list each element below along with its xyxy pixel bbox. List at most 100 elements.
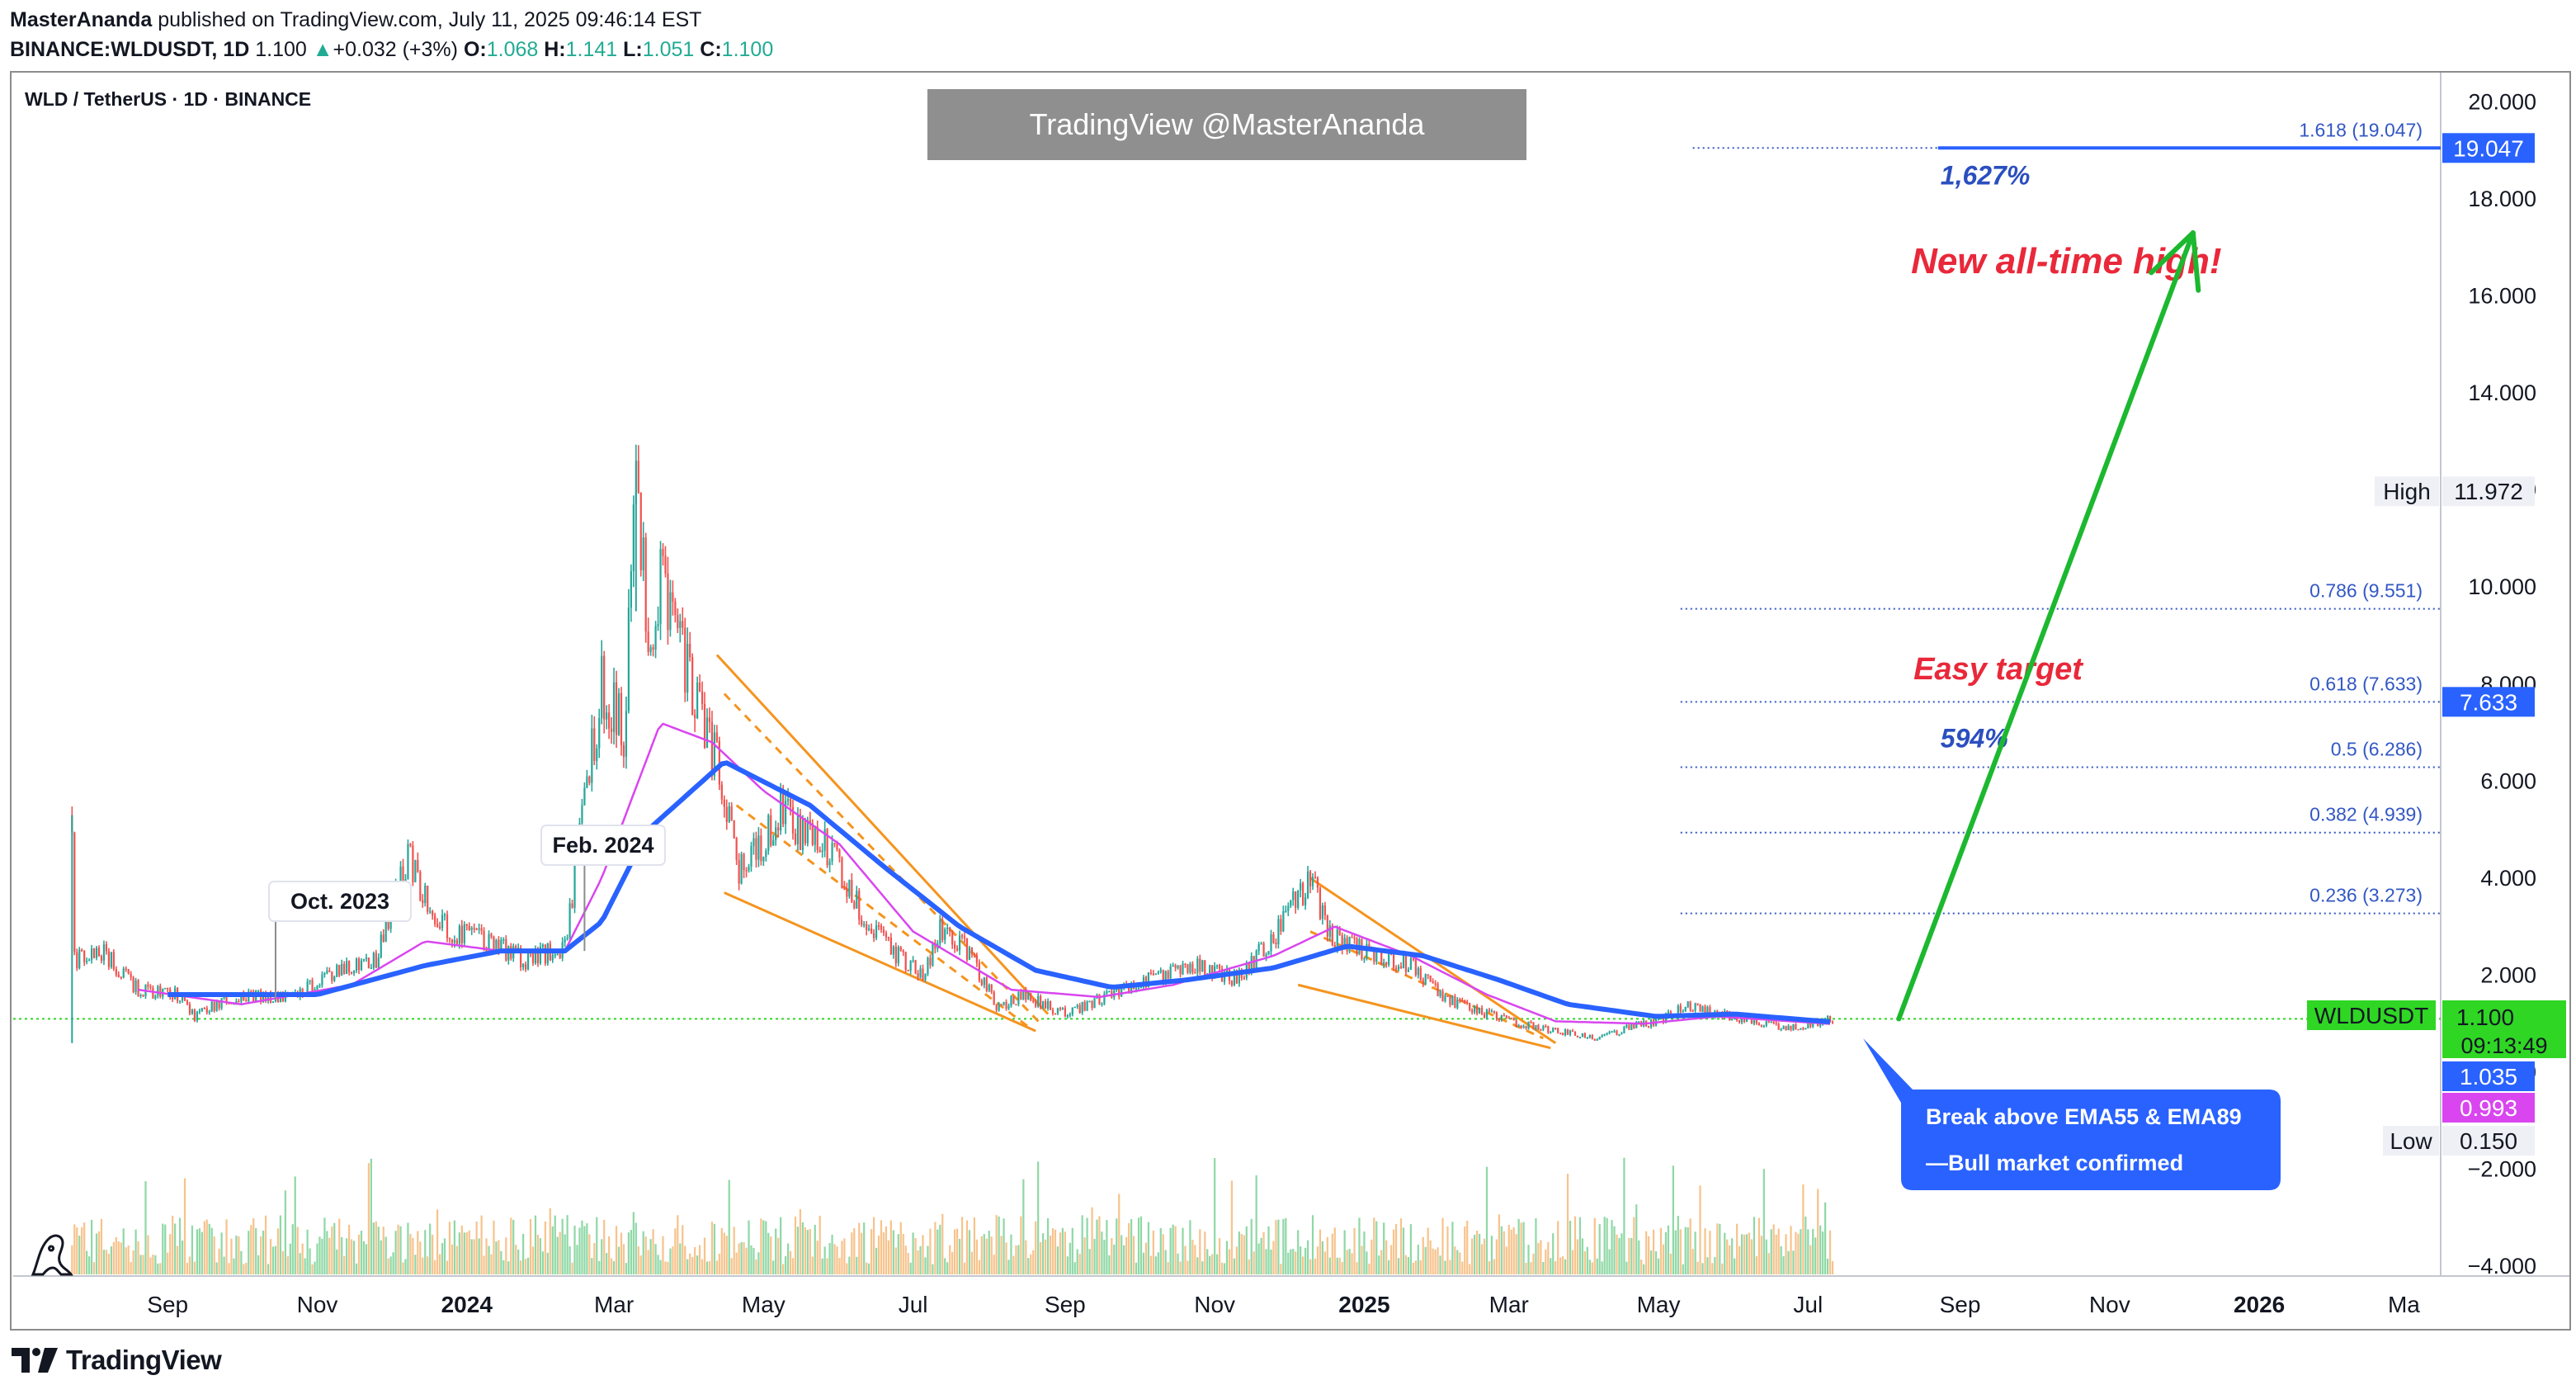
- candle-body: [608, 712, 611, 729]
- candle-body: [1566, 1029, 1569, 1035]
- candle-body: [922, 968, 924, 981]
- volume-bar: [1032, 1250, 1035, 1274]
- candle-body: [1444, 995, 1446, 1001]
- volume-bar: [796, 1227, 800, 1274]
- volume-bar: [649, 1239, 652, 1274]
- volume-bar: [1645, 1231, 1648, 1274]
- ema89-value-badge: [2442, 1061, 2535, 1091]
- candle-body: [76, 952, 78, 969]
- candle-body: [1611, 1031, 1613, 1033]
- candle-body: [1569, 1030, 1572, 1035]
- volume-bar: [1199, 1229, 1201, 1274]
- volume-bar: [1726, 1239, 1729, 1274]
- symbol-label[interactable]: BINANCE:WLDUSDT, 1D: [10, 38, 250, 61]
- volume-bar: [526, 1257, 530, 1274]
- candle-body: [1187, 964, 1189, 973]
- candle-body: [809, 820, 811, 824]
- volume-bar: [1809, 1245, 1812, 1274]
- volume-bar: [1409, 1224, 1412, 1274]
- candle-body: [811, 823, 814, 845]
- candle-body: [1596, 1039, 1598, 1041]
- author-name[interactable]: MasterAnanda: [10, 8, 153, 31]
- volume-bar: [955, 1228, 959, 1274]
- volume-bar: [1020, 1216, 1022, 1274]
- volume-bar: [1795, 1231, 1797, 1274]
- volume-bar: [728, 1179, 730, 1274]
- candle-body: [757, 835, 760, 860]
- candle-body: [1157, 971, 1159, 974]
- volume-bar: [897, 1234, 899, 1274]
- candle-body: [1233, 971, 1236, 986]
- volume-bar: [1358, 1217, 1361, 1274]
- volume-bar: [1309, 1259, 1312, 1274]
- volume-bar: [1106, 1220, 1108, 1274]
- candle-body: [250, 991, 252, 993]
- volume-bar: [1101, 1231, 1103, 1274]
- candle-body: [107, 951, 111, 967]
- volume-bar: [1061, 1227, 1064, 1274]
- volume-bar: [1792, 1250, 1795, 1274]
- volume-bar: [1659, 1227, 1663, 1274]
- volume-bar: [1049, 1235, 1052, 1274]
- volume-bar: [1353, 1227, 1356, 1274]
- candle-body: [630, 570, 632, 608]
- volume-bar: [1223, 1263, 1226, 1274]
- volume-bar: [1797, 1233, 1800, 1274]
- volume-bar: [529, 1218, 532, 1274]
- candle-body: [201, 1008, 203, 1011]
- candle-body: [1073, 1006, 1076, 1009]
- ohlc-line: BINANCE:WLDUSDT, 1D 1.100 ▲+0.032 (+3%) …: [10, 33, 773, 66]
- volume-bar: [622, 1244, 625, 1274]
- candle-body: [346, 961, 348, 974]
- high-label: H:: [544, 38, 566, 61]
- volume-bar: [1596, 1258, 1598, 1274]
- volume-bar: [1439, 1255, 1441, 1274]
- candle-body: [833, 843, 836, 844]
- volume-bar: [934, 1222, 937, 1274]
- candle-body: [1380, 949, 1383, 965]
- volume-bar: [394, 1231, 397, 1274]
- candle-body: [1578, 1037, 1582, 1038]
- volume-bar: [286, 1255, 289, 1274]
- volume-bar: [1389, 1245, 1393, 1274]
- candle-body: [1194, 972, 1196, 974]
- candle-body: [770, 815, 772, 846]
- volume-bar: [1800, 1229, 1802, 1274]
- volume-bar: [1220, 1262, 1224, 1274]
- candle-body: [172, 996, 174, 1000]
- volume-bar: [1461, 1261, 1464, 1274]
- candle-body: [1022, 989, 1025, 1000]
- volume-bar: [1812, 1228, 1814, 1274]
- volume-bar: [1424, 1246, 1427, 1274]
- candle-body: [1277, 919, 1280, 944]
- volume-bar: [1003, 1218, 1005, 1274]
- volume-bar: [667, 1261, 669, 1274]
- candle-body: [985, 977, 988, 991]
- candle-body: [441, 915, 444, 929]
- volume-bar: [657, 1255, 659, 1274]
- volume-bar: [1454, 1246, 1456, 1274]
- candle-body: [1353, 937, 1356, 939]
- volume-bar: [578, 1227, 581, 1274]
- candle-body: [1230, 981, 1234, 986]
- volume-bar: [1302, 1256, 1305, 1274]
- candle-body: [686, 643, 689, 693]
- candle-body: [132, 977, 134, 992]
- volume-bar: [311, 1264, 314, 1274]
- volume-bar: [723, 1232, 725, 1274]
- candle-body: [1454, 995, 1456, 1009]
- candle-body: [1005, 1001, 1007, 1009]
- candle-body: [1385, 962, 1388, 965]
- volume-bar: [255, 1227, 257, 1274]
- candle-body: [438, 926, 441, 929]
- volume-bar: [559, 1231, 561, 1274]
- volume-bar: [1807, 1229, 1809, 1274]
- volume-bar: [1361, 1246, 1363, 1274]
- brand-footer[interactable]: TradingView: [12, 1340, 222, 1380]
- candle-body: [1343, 938, 1346, 950]
- volume-bar: [1520, 1222, 1522, 1274]
- volume-bar: [1417, 1244, 1419, 1274]
- volume-bar: [642, 1231, 644, 1274]
- candle-body: [909, 961, 912, 971]
